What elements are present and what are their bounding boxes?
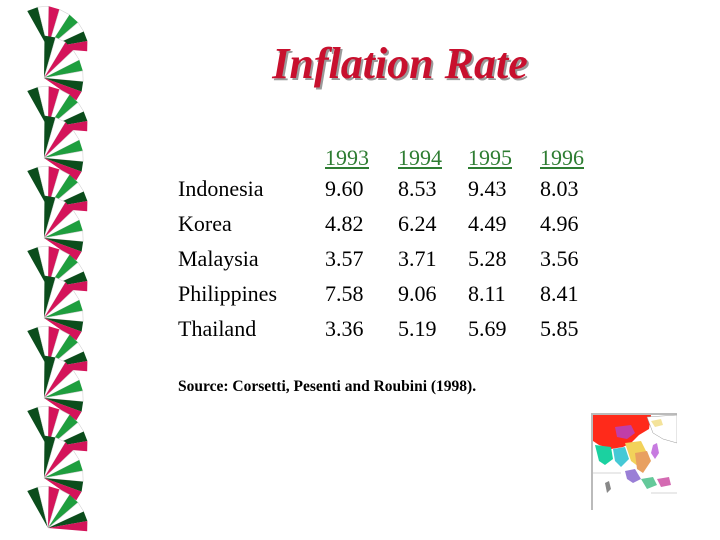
inflation-table: 1993 1994 1995 1996 Indonesia 9.60 8.53 … (178, 136, 610, 346)
rate-value: 8.53 (398, 175, 437, 201)
rate-value: 7.58 (325, 280, 364, 306)
country-label: Philippines (178, 280, 278, 306)
source-citation: Source: Corsetti, Pesenti and Roubini (1… (178, 378, 477, 395)
fan-group-3 (26, 159, 97, 262)
rate-value: 6.24 (398, 210, 437, 236)
rate-value: 4.82 (325, 210, 364, 236)
slide-title: Inflation Rate (272, 39, 528, 88)
fan-group-5 (26, 319, 97, 422)
rate-value: 5.28 (468, 245, 507, 271)
header-empty (178, 136, 325, 171)
rate-value: 9.43 (468, 175, 507, 201)
rate-value: 5.19 (398, 315, 437, 341)
fan-group-4 (26, 239, 97, 342)
rate-value: 8.41 (540, 280, 579, 306)
rate-value: 3.57 (325, 245, 364, 271)
table-header-row: 1993 1994 1995 1996 (178, 136, 610, 171)
table-row: Malaysia 3.57 3.71 5.28 3.56 (178, 241, 610, 276)
table-row: Korea 4.82 6.24 4.49 4.96 (178, 206, 610, 241)
southeast-asia-map-icon (591, 413, 677, 510)
rate-value: 3.56 (540, 245, 579, 271)
table-row: Philippines 7.58 9.06 8.11 8.41 (178, 276, 610, 311)
rate-value: 3.36 (325, 315, 364, 341)
rate-value: 4.49 (468, 210, 507, 236)
fan-group-6 (26, 399, 97, 502)
rate-value: 9.60 (325, 175, 364, 201)
fan-group-2 (26, 79, 97, 182)
rate-value: 8.11 (468, 280, 506, 306)
country-label: Thailand (178, 315, 257, 341)
year-header: 1995 (468, 145, 512, 170)
rate-value: 4.96 (540, 210, 579, 236)
year-header: 1993 (325, 145, 369, 170)
country-label: Korea (178, 210, 232, 236)
country-label: Malaysia (178, 245, 259, 271)
year-header: 1994 (398, 145, 442, 170)
rate-value: 5.85 (540, 315, 579, 341)
rate-value: 8.03 (540, 175, 579, 201)
country-label: Indonesia (178, 175, 264, 201)
rate-value: 3.71 (398, 245, 437, 271)
rate-value: 9.06 (398, 280, 437, 306)
table-row: Thailand 3.36 5.19 5.69 5.85 (178, 311, 610, 346)
rate-value: 5.69 (468, 315, 507, 341)
year-header: 1996 (540, 145, 584, 170)
table-row: Indonesia 9.60 8.53 9.43 8.03 (178, 171, 610, 206)
